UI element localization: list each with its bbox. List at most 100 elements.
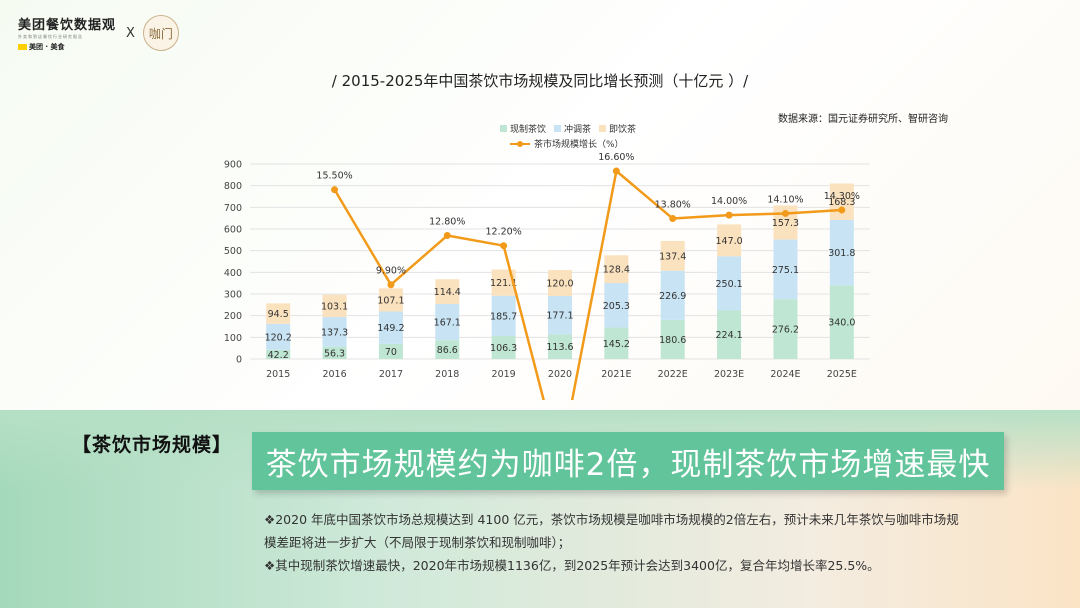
brand-subtitle: 外卖和到店餐饮行业研究报告 bbox=[18, 34, 83, 39]
growth-point bbox=[500, 242, 508, 250]
data-label-instant-tea: 128.4 bbox=[603, 265, 630, 276]
data-label-fresh-tea: 42.2 bbox=[268, 350, 289, 361]
bar-fresh-tea bbox=[435, 340, 460, 359]
x-tick-label: 2020 bbox=[548, 369, 572, 380]
bar-instant-tea bbox=[435, 279, 460, 305]
y-tick-label: 800 bbox=[224, 181, 242, 192]
bar-fresh-tea bbox=[322, 346, 347, 359]
data-label-brewed-tea: 120.2 bbox=[265, 332, 292, 343]
data-label-brewed-tea: 226.9 bbox=[659, 291, 686, 302]
data-label-brewed-tea: 205.3 bbox=[603, 301, 630, 312]
growth-label: 12.80% bbox=[429, 217, 465, 228]
bar-brewed-tea bbox=[829, 219, 854, 286]
bar-fresh-tea bbox=[829, 285, 854, 359]
growth-point bbox=[725, 211, 733, 219]
data-label-instant-tea: 94.5 bbox=[268, 309, 289, 320]
y-tick-label: 900 bbox=[224, 160, 242, 171]
growth-point bbox=[781, 209, 789, 217]
data-label-fresh-tea: 276.2 bbox=[772, 325, 799, 336]
bar-brewed-tea bbox=[717, 256, 742, 311]
chart-title: / 2015-2025年中国茶饮市场规模及同比增长预测（十亿元 ）/ bbox=[331, 72, 749, 90]
data-label-fresh-tea: 70 bbox=[385, 347, 397, 358]
x-tick-label: 2024E bbox=[770, 369, 800, 380]
bar-fresh-tea bbox=[266, 349, 291, 359]
data-label-instant-tea: 107.1 bbox=[377, 295, 404, 306]
growth-point bbox=[669, 215, 677, 223]
x-tick-label: 2017 bbox=[379, 369, 403, 380]
data-label-brewed-tea: 177.1 bbox=[546, 311, 573, 322]
bar-brewed-tea bbox=[604, 283, 629, 328]
bar-instant-tea bbox=[717, 224, 742, 257]
bar-fresh-tea bbox=[604, 327, 629, 359]
bar-fresh-tea bbox=[378, 343, 403, 359]
legend-label-brewed-tea: 冲调茶 bbox=[564, 125, 592, 135]
legend-brewed-tea: 冲调茶 bbox=[554, 122, 591, 135]
data-label-fresh-tea: 56.3 bbox=[324, 348, 345, 359]
bar-brewed-tea bbox=[435, 304, 460, 341]
growth-label: 16.60% bbox=[598, 152, 634, 163]
x-tick-label: 2021E bbox=[601, 369, 631, 380]
data-label-instant-tea: 137.4 bbox=[659, 251, 686, 262]
data-label-brewed-tea: 185.7 bbox=[490, 311, 517, 322]
legend-swatch-instant-tea bbox=[599, 125, 607, 132]
data-label-fresh-tea: 145.2 bbox=[603, 339, 630, 350]
bar-fresh-tea bbox=[491, 335, 516, 359]
header-logos: 美团餐饮数据观 外卖和到店餐饮行业研究报告 美团 · 美食 X 咖门 bbox=[18, 14, 179, 52]
legend-line-growth bbox=[510, 140, 530, 147]
legend-swatch-fresh-tea bbox=[500, 125, 507, 132]
data-label-fresh-tea: 113.6 bbox=[546, 342, 573, 353]
tea-market-chart: 0 100 200 300 400 500 600 700 800 900 42.2 120.2 94.… bbox=[224, 152, 870, 400]
growth-label: 12.20% bbox=[486, 227, 522, 238]
growth-point bbox=[443, 232, 451, 240]
data-label-fresh-tea: 106.3 bbox=[490, 343, 517, 354]
meituan-brand-logo: 美团餐饮数据观 外卖和到店餐饮行业研究报告 美团 · 美食 bbox=[18, 14, 116, 52]
meituan-icon bbox=[18, 44, 27, 50]
growth-point bbox=[331, 186, 339, 194]
data-label-brewed-tea: 250.1 bbox=[715, 279, 742, 290]
growth-label: 14.00% bbox=[711, 196, 747, 207]
kamen-coffee-logo: 咖门 bbox=[142, 15, 179, 51]
bar-fresh-tea bbox=[660, 319, 685, 359]
x-tick-label: 2025E bbox=[827, 369, 857, 380]
data-label-instant-tea: 120.0 bbox=[546, 279, 573, 290]
bar-instant-tea bbox=[660, 240, 685, 271]
y-tick-label: 300 bbox=[224, 290, 242, 301]
meituan-mark: 美团 · 美食 bbox=[18, 42, 116, 52]
y-tick-label: 200 bbox=[224, 311, 242, 322]
y-tick-label: 100 bbox=[224, 333, 242, 344]
growth-point bbox=[387, 281, 395, 289]
growth-point bbox=[838, 206, 846, 214]
bar-brewed-tea bbox=[491, 295, 516, 336]
growth-line bbox=[333, 169, 842, 400]
bar-instant-tea bbox=[548, 270, 572, 297]
growth-label: 14.10% bbox=[767, 194, 803, 205]
growth-label: 15.50% bbox=[316, 171, 352, 182]
data-label-instant-tea: 168.3 bbox=[828, 197, 855, 208]
bar-instant-tea bbox=[604, 255, 629, 284]
y-tick-label: 500 bbox=[224, 246, 242, 257]
data-label-brewed-tea: 301.8 bbox=[828, 248, 855, 259]
y-tick-label: 600 bbox=[224, 225, 242, 236]
chart-legend: 现制茶饮 冲调茶 即饮茶 茶市场规模增长（%） bbox=[500, 121, 644, 151]
bar-instant-tea bbox=[266, 303, 291, 324]
data-label-fresh-tea: 340.0 bbox=[828, 318, 855, 329]
growth-point bbox=[612, 167, 620, 175]
bar-fresh-tea bbox=[717, 310, 742, 359]
data-label-instant-tea: 121.1 bbox=[490, 278, 517, 289]
bullet-2: ❖其中现制茶饮增速最快，2020年市场规模1136亿，到2025年预计会达到34… bbox=[264, 558, 880, 573]
data-label-brewed-tea: 275.1 bbox=[772, 265, 799, 276]
kamen-logo-text: 咖门 bbox=[148, 26, 173, 41]
bar-brewed-tea bbox=[548, 296, 572, 335]
bar-brewed-tea bbox=[266, 323, 291, 350]
data-label-instant-tea: 147.0 bbox=[715, 236, 742, 247]
y-tick-label: 0 bbox=[236, 355, 242, 366]
bar-instant-tea bbox=[378, 288, 403, 312]
growth-label: 14.30% bbox=[824, 191, 860, 202]
legend-instant-tea: 即饮茶 bbox=[599, 122, 636, 135]
bar-fresh-tea bbox=[773, 299, 798, 359]
meituan-label: 美团 · 美食 bbox=[29, 43, 65, 51]
data-source: 数据来源：国元证券研究所、智研咨询 bbox=[778, 114, 948, 125]
y-tick-label: 400 bbox=[224, 268, 242, 279]
bar-brewed-tea bbox=[322, 317, 347, 347]
legend-label-instant-tea: 即饮茶 bbox=[609, 125, 637, 135]
